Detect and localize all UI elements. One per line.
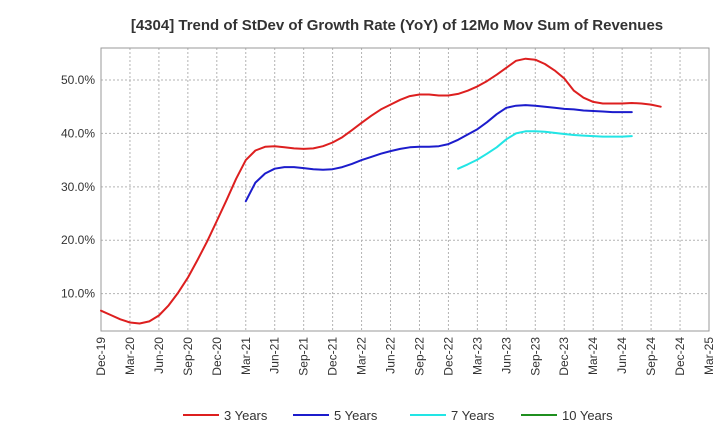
legend: 3 Years 5 Years 7 Years 10 Years: [183, 408, 613, 423]
y-axis: 10.0% 20.0% 30.0% 40.0% 50.0%: [61, 73, 95, 301]
x-tick-label: Dec-24: [673, 337, 687, 376]
series-line-7-years: [457, 130, 633, 170]
x-axis: Dec-19 Mar-20 Jun-20 Sep-20 Dec-20 Mar-21 Jun-…: [94, 337, 716, 376]
x-tick-label: Mar-20: [123, 337, 137, 375]
y-tick-label: 40.0%: [61, 126, 95, 140]
x-tick-label: Mar-25: [702, 337, 716, 375]
x-tick-label: Jun-24: [615, 337, 629, 374]
chart-title: [4304] Trend of StDev of Growth Rate (Yo…: [131, 17, 663, 34]
x-tick-label: Dec-21: [326, 337, 340, 376]
y-tick-label: 30.0%: [61, 180, 95, 194]
y-tick-label: 50.0%: [61, 73, 95, 87]
x-tick-label: Jun-22: [384, 337, 398, 374]
x-tick-label: Mar-23: [470, 337, 484, 375]
x-tick-label: Sep-24: [644, 337, 658, 376]
series-layer: [100, 57, 662, 325]
y-tick-label: 20.0%: [61, 233, 95, 247]
x-tick-label: Dec-22: [441, 337, 455, 376]
series-line-3-years: [100, 57, 662, 325]
x-tick-label: Dec-19: [94, 337, 108, 376]
x-tick-label: Mar-21: [239, 337, 253, 375]
x-tick-label: Mar-24: [586, 337, 600, 375]
x-tick-label: Dec-20: [210, 337, 224, 376]
legend-label: 7 Years: [451, 408, 495, 423]
x-tick-label: Sep-23: [528, 337, 542, 376]
x-tick-label: Jun-23: [499, 337, 513, 374]
legend-label: 3 Years: [224, 408, 268, 423]
grid-layer: [101, 48, 709, 331]
x-tick-label: Sep-20: [181, 337, 195, 376]
x-tick-label: Dec-23: [557, 337, 571, 376]
legend-label: 5 Years: [334, 408, 378, 423]
y-tick-label: 10.0%: [61, 287, 95, 301]
x-tick-label: Mar-22: [355, 337, 369, 375]
plot-frame: [100, 47, 710, 332]
legend-label: 10 Years: [562, 408, 613, 423]
x-tick-label: Jun-20: [152, 337, 166, 374]
series-line-5-years: [244, 104, 633, 203]
x-tick-label: Sep-22: [412, 337, 426, 376]
x-tick-label: Jun-21: [268, 337, 282, 374]
x-tick-label: Sep-21: [297, 337, 311, 376]
